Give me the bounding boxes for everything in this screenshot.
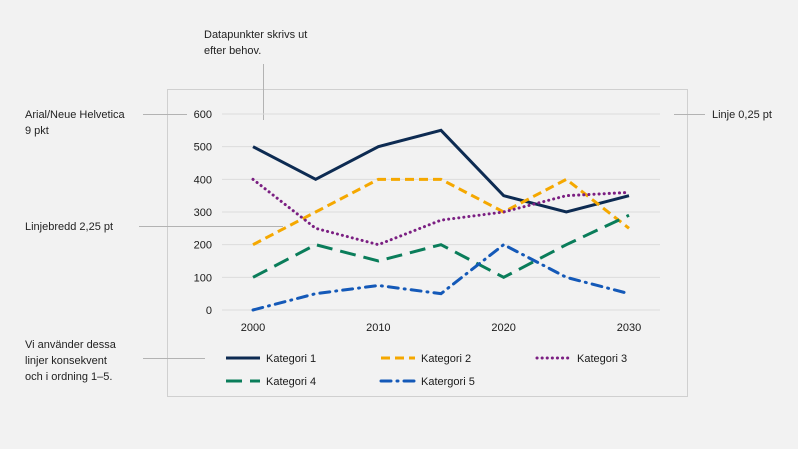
annotation-datapoints-line2: efter behov. [204, 45, 262, 57]
leader-datapoints [263, 64, 264, 120]
gridlines [222, 113, 660, 311]
y-tick-label: 300 [194, 207, 212, 219]
series-line-5 [251, 242, 631, 312]
y-tick-label: 200 [194, 240, 212, 252]
chart-frame [167, 89, 688, 397]
annotation-legend-line3: och i ordning 1–5. [25, 371, 113, 383]
y-tick-label: 100 [194, 272, 212, 284]
legend: Kategori 1 Kategori 2 Kategori 3 Kategori 4… [226, 353, 627, 388]
legend-label-4: Kategori 4 [266, 376, 316, 388]
annotation-font: Arial/Neue Helvetica 9 pkt [25, 107, 125, 139]
annotation-linewidth: Linjebredd 2,25 pt [25, 219, 113, 235]
annotation-legend: Vi använder dessa linjer konsekvent och … [25, 337, 116, 385]
leader-legend [143, 358, 205, 359]
x-tick-label: 2010 [366, 322, 390, 334]
y-tick-label: 0 [206, 305, 212, 317]
leader-font [143, 114, 187, 115]
series-lines [251, 128, 631, 312]
annotation-font-line2: 9 pkt [25, 125, 49, 137]
x-tick-label: 2020 [491, 322, 515, 334]
annotation-legend-line2: linjer konsekvent [25, 355, 107, 367]
annotation-gridline: Linje 0,25 pt [712, 107, 772, 123]
series-line-4 [252, 213, 630, 280]
legend-label-2: Kategori 2 [421, 353, 471, 365]
annotation-linewidth-line1: Linjebredd 2,25 pt [25, 221, 114, 233]
series-line-2 [252, 177, 630, 246]
legend-label-3: Kategori 3 [577, 353, 627, 365]
legend-label-5: Katergori 5 [421, 376, 475, 388]
x-axis-ticks: 2000 2010 2020 2030 [241, 322, 641, 334]
annotation-datapoints: Datapunkter skrivs ut efter behov. [204, 27, 307, 59]
annotation-gridline-line1: Linje 0,25 pt [712, 109, 772, 121]
x-tick-label: 2030 [617, 322, 641, 334]
leader-linewidth [139, 226, 283, 227]
y-axis-ticks: 0 100 200 300 400 500 600 [194, 109, 212, 317]
annotation-font-line1: Arial/Neue Helvetica [25, 109, 125, 121]
y-tick-label: 500 [194, 142, 212, 154]
annotation-legend-line1: Vi använder dessa [25, 339, 116, 351]
leader-gridline [674, 114, 705, 115]
y-tick-label: 600 [194, 109, 212, 121]
x-tick-label: 2000 [241, 322, 265, 334]
y-tick-label: 400 [194, 174, 212, 186]
series-line-1 [252, 128, 630, 214]
annotation-datapoints-line1: Datapunkter skrivs ut [204, 29, 308, 41]
legend-label-1: Kategori 1 [266, 353, 316, 365]
